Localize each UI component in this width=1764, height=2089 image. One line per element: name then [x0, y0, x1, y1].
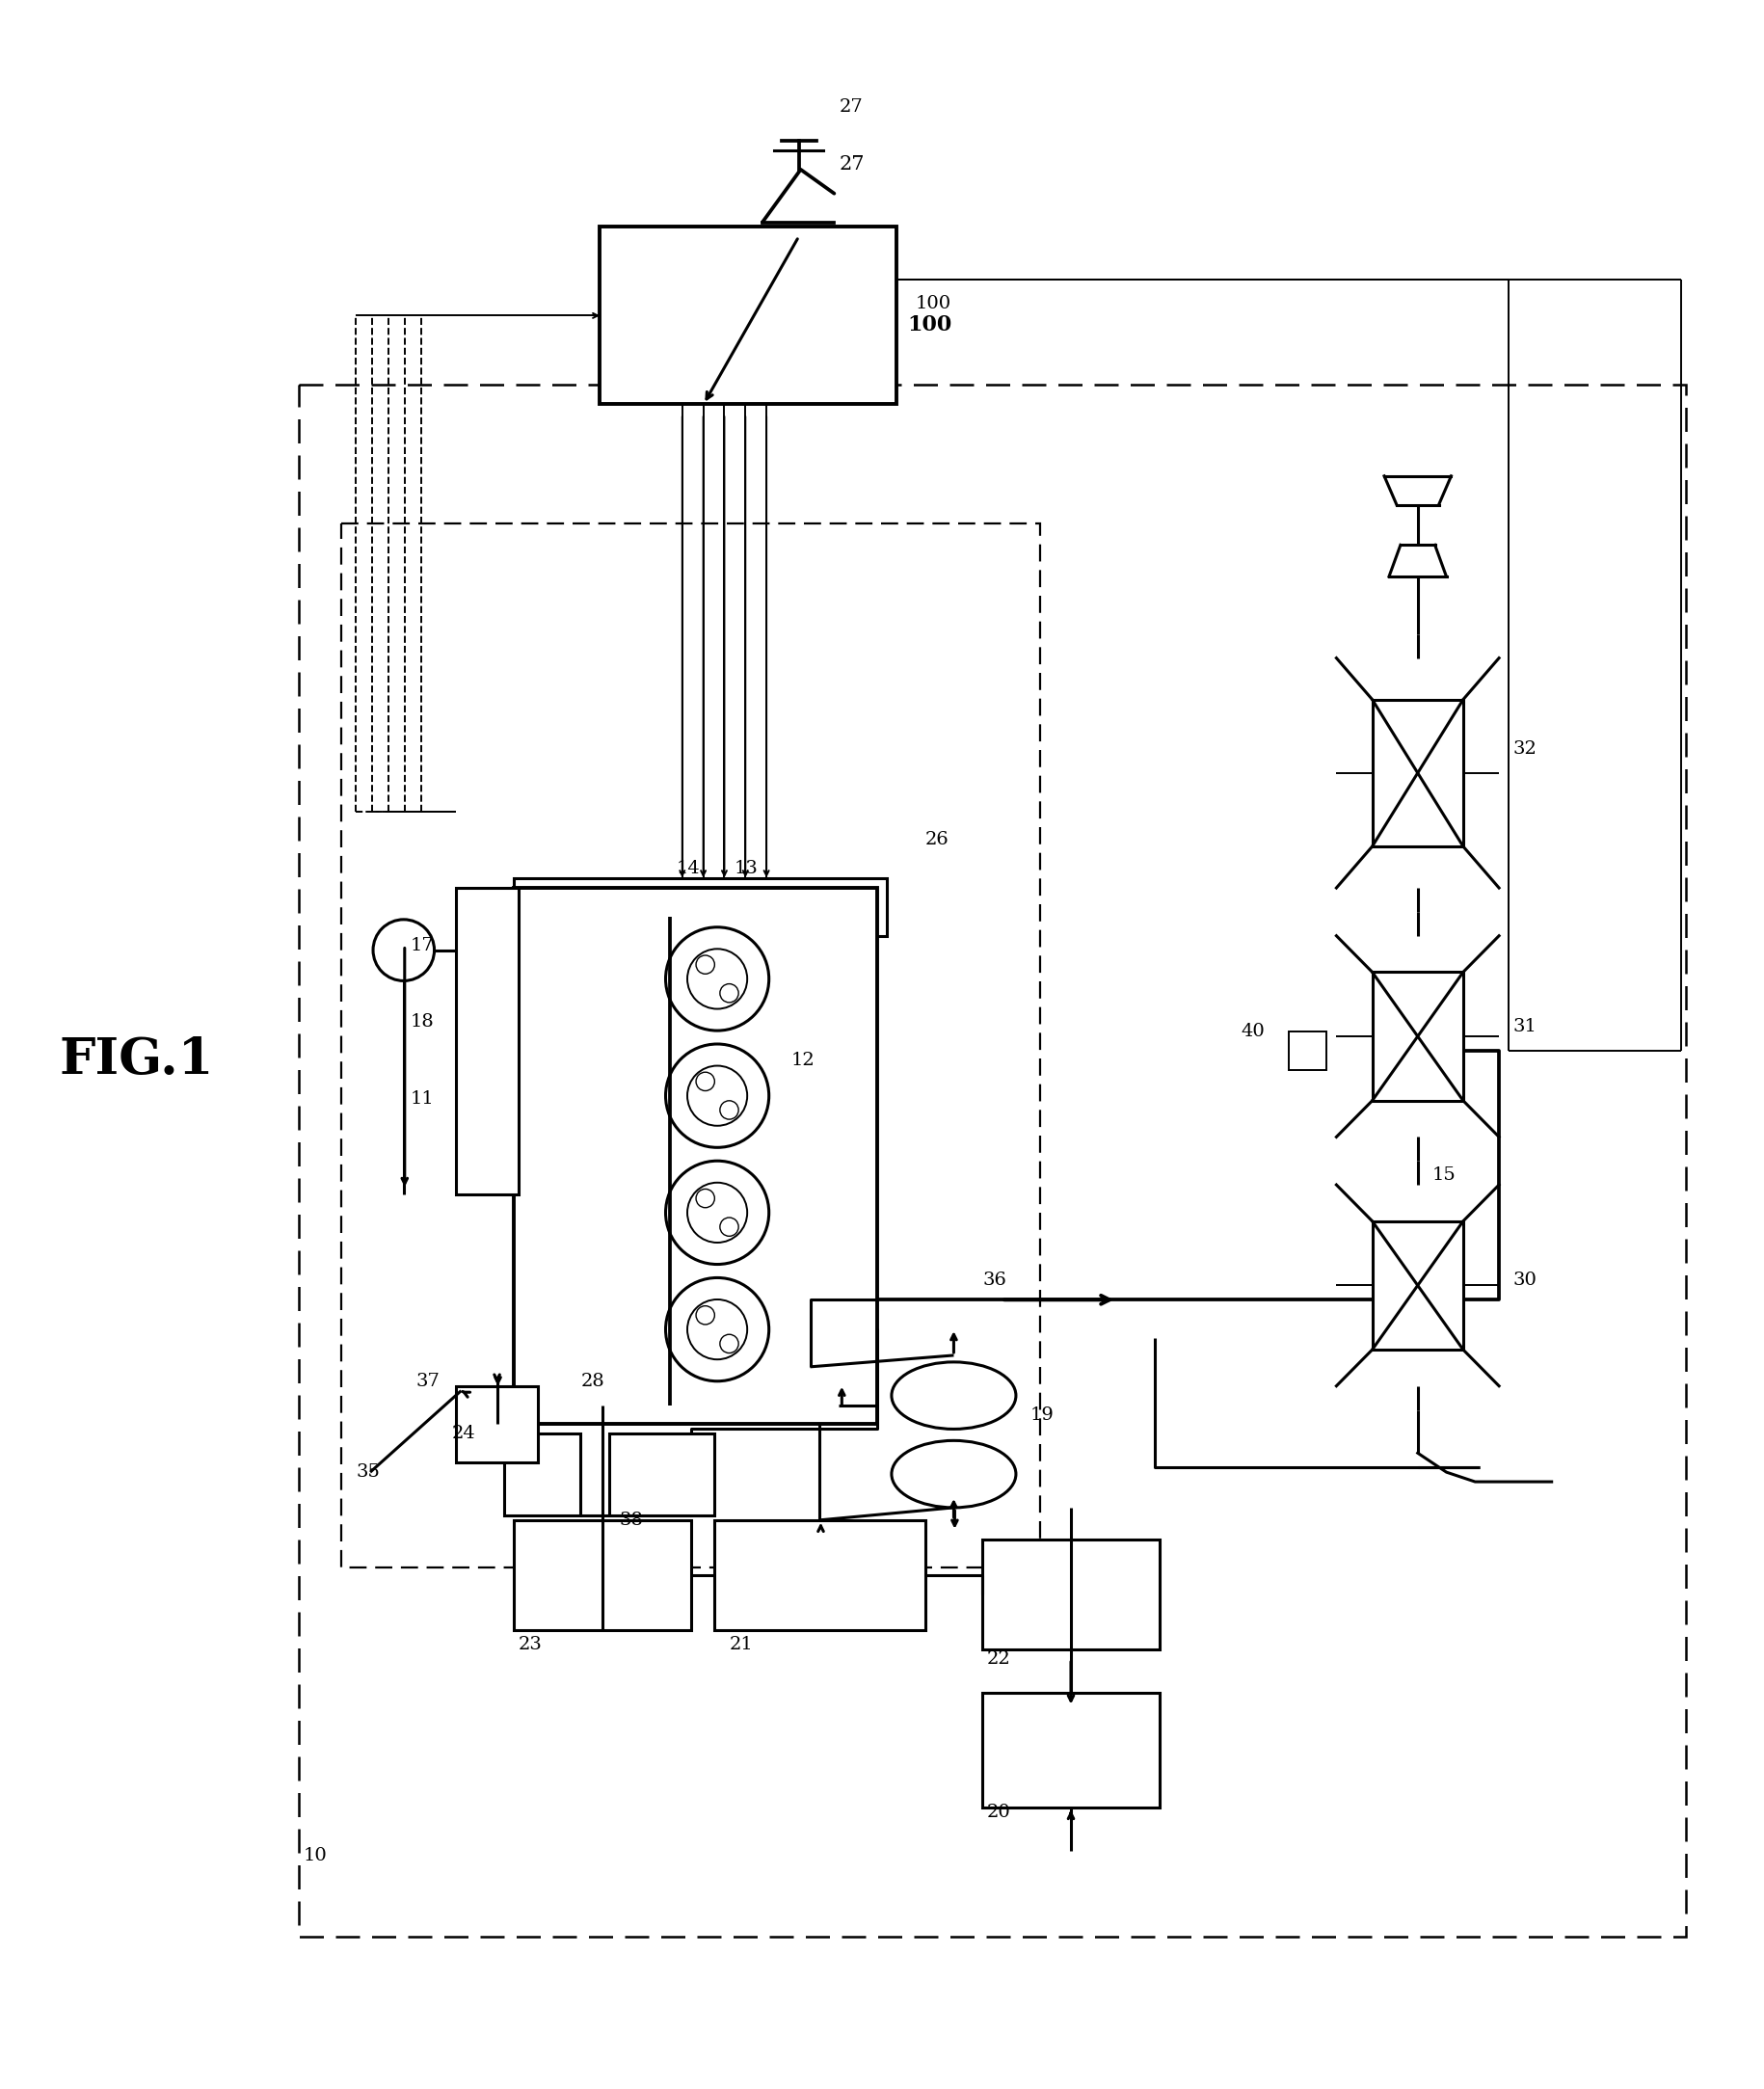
Bar — [1372, 700, 1464, 846]
Text: 22: 22 — [988, 1650, 1011, 1667]
Text: 28: 28 — [580, 1372, 605, 1389]
Bar — [342, 524, 1039, 1569]
Text: 30: 30 — [1514, 1272, 1538, 1289]
Bar — [600, 228, 896, 403]
Bar — [505, 1433, 580, 1515]
Text: 40: 40 — [1240, 1024, 1265, 1040]
Bar — [1288, 1032, 1327, 1070]
Text: 15: 15 — [1432, 1166, 1455, 1184]
Text: 100: 100 — [916, 295, 951, 311]
Text: FIG.1: FIG.1 — [60, 1036, 213, 1084]
Bar — [298, 384, 1686, 1937]
Text: 31: 31 — [1514, 1017, 1538, 1036]
Text: 20: 20 — [988, 1803, 1011, 1822]
Text: 19: 19 — [1030, 1406, 1055, 1423]
Bar — [1372, 1222, 1464, 1349]
Text: 13: 13 — [734, 861, 759, 877]
Text: 17: 17 — [411, 936, 434, 955]
Bar — [513, 888, 877, 1425]
Text: 14: 14 — [676, 861, 700, 877]
Text: 12: 12 — [790, 1051, 815, 1070]
Text: 10: 10 — [303, 1847, 326, 1863]
Bar — [457, 1385, 538, 1462]
Text: 11: 11 — [411, 1090, 434, 1107]
Text: 37: 37 — [416, 1372, 439, 1389]
Bar — [983, 1540, 1159, 1650]
Bar — [983, 1692, 1159, 1807]
Text: 100: 100 — [908, 313, 953, 334]
Bar — [513, 877, 887, 936]
Bar — [714, 1521, 924, 1629]
Text: 32: 32 — [1514, 740, 1538, 758]
Text: 27: 27 — [840, 98, 863, 117]
Text: 27: 27 — [840, 155, 864, 173]
Text: 21: 21 — [729, 1636, 753, 1652]
Text: 26: 26 — [924, 831, 949, 848]
Bar — [609, 1433, 714, 1515]
Bar — [457, 888, 519, 1195]
Text: 24: 24 — [452, 1425, 475, 1443]
Text: 38: 38 — [619, 1510, 642, 1529]
Text: 36: 36 — [983, 1272, 1007, 1289]
Text: 35: 35 — [356, 1464, 379, 1481]
Bar — [513, 1521, 691, 1629]
Text: 18: 18 — [411, 1013, 434, 1030]
Text: 23: 23 — [519, 1636, 543, 1652]
Bar — [1372, 971, 1464, 1101]
